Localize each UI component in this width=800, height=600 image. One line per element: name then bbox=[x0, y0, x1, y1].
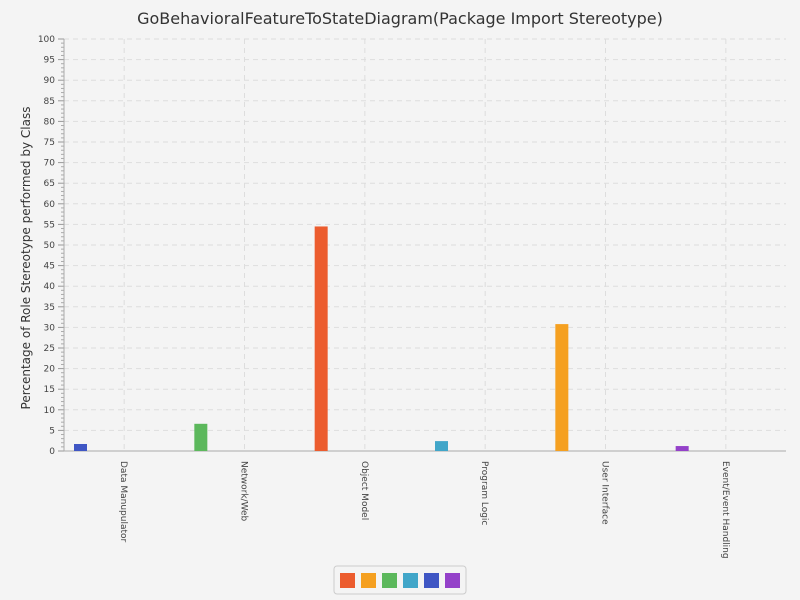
legend-swatch bbox=[361, 573, 376, 588]
category-labels: Data Manupulator Network/Web Object Model P… bbox=[118, 461, 730, 559]
bar bbox=[314, 226, 328, 451]
axes: 0 5 10 15 20 25 30 35 40 45 50 55 60 65 70 75 80 85 90 95 10… bbox=[38, 35, 786, 457]
legend bbox=[333, 565, 467, 595]
grid-lines bbox=[64, 38, 786, 451]
y-tick-label: 65 bbox=[44, 179, 55, 189]
bar bbox=[435, 441, 448, 451]
y-tick-label: 20 bbox=[44, 365, 56, 375]
y-tick-label: 35 bbox=[44, 303, 55, 313]
y-tick-label: 50 bbox=[44, 241, 56, 251]
x-tick-label: Network/Web bbox=[239, 461, 249, 522]
y-tick-label: 0 bbox=[49, 447, 55, 457]
x-tick-label: Event/Event Handling bbox=[720, 461, 730, 559]
x-tick-label: User Interface bbox=[600, 461, 610, 525]
bar bbox=[194, 423, 208, 451]
chart-title: GoBehavioralFeatureToStateDiagram(Packag… bbox=[137, 9, 663, 28]
x-tick-label: Object Model bbox=[359, 461, 369, 520]
legend-swatch bbox=[340, 573, 355, 588]
bar bbox=[675, 446, 689, 451]
legend-swatch bbox=[424, 573, 439, 588]
y-tick-label: 85 bbox=[44, 97, 55, 107]
y-axis-label: Percentage of Role Stereotype performed … bbox=[19, 107, 33, 410]
y-tick-label: 15 bbox=[44, 385, 55, 395]
y-tick-label: 25 bbox=[44, 344, 55, 354]
y-tick-label: 40 bbox=[44, 282, 56, 292]
y-tick-label: 90 bbox=[44, 76, 56, 86]
y-tick-label: 55 bbox=[44, 220, 55, 230]
x-tick-label: Data Manupulator bbox=[118, 461, 128, 543]
y-tick-label: 100 bbox=[38, 35, 55, 45]
x-tick-label: Program Logic bbox=[479, 461, 489, 525]
legend-swatch bbox=[382, 573, 397, 588]
y-tick-label: 30 bbox=[44, 323, 56, 333]
y-tick-label: 5 bbox=[49, 426, 55, 436]
bar bbox=[74, 443, 87, 451]
y-tick-label: 75 bbox=[44, 138, 55, 148]
legend-swatch bbox=[403, 573, 418, 588]
y-tick-label: 60 bbox=[44, 200, 56, 210]
bars bbox=[74, 226, 689, 451]
y-tick-label: 80 bbox=[44, 117, 56, 127]
y-tick-label: 70 bbox=[44, 159, 56, 169]
y-tick-label: 45 bbox=[44, 262, 55, 272]
legend-swatch bbox=[445, 573, 460, 588]
y-tick-label: 95 bbox=[44, 56, 55, 66]
bar bbox=[555, 324, 569, 451]
y-tick-label: 10 bbox=[44, 406, 56, 416]
